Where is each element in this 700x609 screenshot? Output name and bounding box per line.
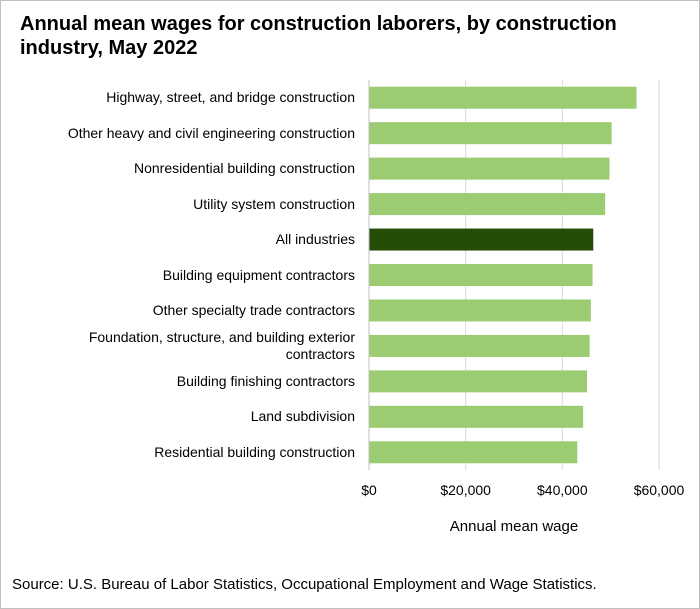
bar: [369, 405, 584, 428]
bar: [369, 441, 578, 464]
bar: [369, 299, 591, 322]
bar: [369, 370, 587, 393]
category-label: All industries: [275, 231, 355, 248]
x-tick-label: $40,000: [537, 482, 588, 498]
category-label: Other heavy and civil engineering constr…: [67, 124, 355, 141]
category-label: Nonresidential building construction: [133, 160, 355, 177]
bar: [369, 122, 612, 145]
x-tick-label: $0: [361, 482, 377, 498]
category-label: Highway, street, and bridge construction: [106, 89, 355, 106]
chart-title: Annual mean wages for construction labor…: [20, 13, 617, 59]
bar: [369, 86, 637, 109]
bar: [369, 157, 610, 180]
bar: [369, 334, 590, 357]
category-label: Other specialty trade contractors: [152, 301, 355, 318]
bar: [369, 228, 594, 251]
source-note: Source: U.S. Bureau of Labor Statistics,…: [12, 576, 597, 593]
category-label: Residential building construction: [154, 443, 355, 460]
x-axis-label: Annual mean wage: [449, 518, 579, 535]
bar: [369, 193, 606, 216]
category-label: Utility system construction: [193, 195, 355, 212]
category-label: Building finishing contractors: [176, 372, 355, 389]
category-label: Foundation, structure, and building exte…: [88, 328, 355, 362]
bar: [369, 264, 593, 286]
x-tick-label: $20,000: [440, 482, 491, 498]
x-tick-label: $60,000: [633, 482, 685, 498]
category-label: Land subdivision: [250, 408, 355, 425]
category-label: Building equipment contractors: [162, 266, 355, 283]
